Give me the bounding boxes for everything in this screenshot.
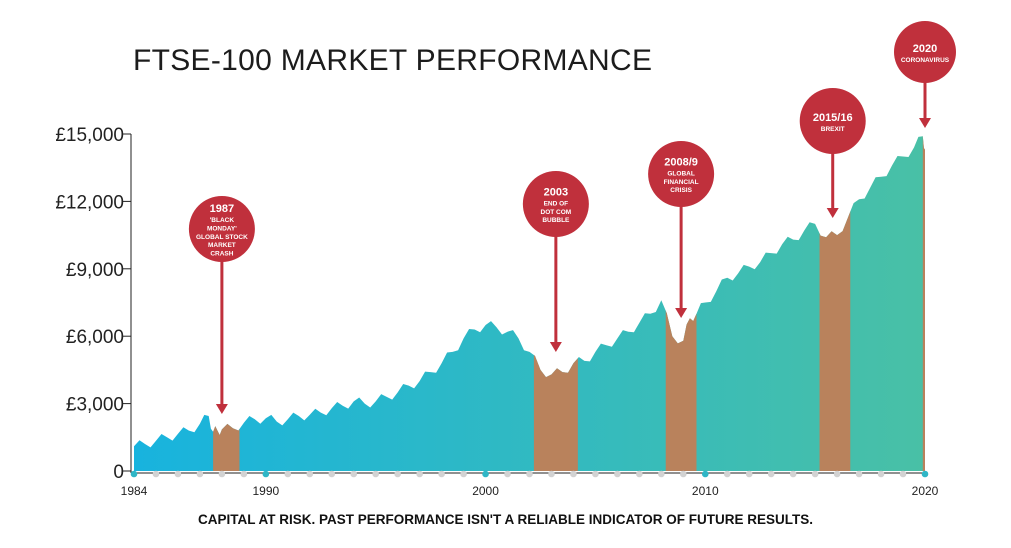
y-tick-label: £15,000 bbox=[55, 125, 124, 146]
x-tick-dot bbox=[372, 470, 379, 478]
event-marker-2020: 2020 CORONAVIRUS bbox=[894, 21, 956, 128]
x-tick-dot bbox=[416, 470, 423, 478]
x-tick-dot bbox=[833, 470, 841, 478]
x-tick-dot bbox=[438, 470, 445, 478]
event-title: 2003 bbox=[544, 186, 568, 198]
x-tick-label: 1990 bbox=[252, 484, 279, 498]
event-title: 1987 bbox=[210, 203, 234, 215]
x-tick-dot bbox=[196, 470, 204, 478]
event-title: 2015/16 bbox=[813, 112, 853, 124]
x-tick-dot bbox=[350, 470, 358, 478]
x-tick-dot bbox=[723, 470, 731, 478]
event-arrow-head bbox=[215, 404, 228, 414]
crash-period-0 bbox=[213, 136, 240, 471]
x-tick-dot-major bbox=[482, 470, 489, 478]
x-tick-dot bbox=[855, 470, 863, 478]
x-tick-dot bbox=[680, 470, 687, 478]
x-tick-dot bbox=[152, 470, 160, 478]
event-circle bbox=[648, 141, 715, 207]
event-circle bbox=[522, 171, 589, 237]
event-marker-2015-16: 2015/16 BREXIT bbox=[799, 88, 866, 218]
x-tick-dot bbox=[636, 470, 643, 478]
event-circle bbox=[188, 196, 255, 262]
x-tick-dot bbox=[504, 470, 511, 478]
event-title: 2020 bbox=[913, 43, 937, 55]
x-tick-label: 1984 bbox=[121, 484, 148, 498]
event-desc-line: BREXIT bbox=[821, 126, 845, 133]
crash-period-3 bbox=[819, 136, 851, 471]
x-tick-dot bbox=[899, 470, 907, 478]
event-arrow-head bbox=[919, 118, 931, 128]
x-tick-dot bbox=[811, 470, 819, 478]
y-tick-label: £3,000 bbox=[66, 395, 124, 416]
event-desc-line: MONDAY' bbox=[207, 225, 237, 232]
x-tick-dot bbox=[614, 470, 621, 478]
x-tick-label: 2010 bbox=[692, 484, 719, 498]
x-tick-dot-major bbox=[921, 470, 929, 478]
disclaimer-text: CAPITAL AT RISK. PAST PERFORMANCE ISN'T … bbox=[198, 512, 813, 527]
y-tick-label: £12,000 bbox=[55, 192, 124, 213]
event-arrow-head bbox=[826, 208, 839, 218]
x-tick-dot bbox=[240, 470, 248, 478]
y-tick-label: £6,000 bbox=[66, 327, 124, 348]
x-tick-dot bbox=[789, 470, 797, 478]
x-tick-dot bbox=[767, 470, 775, 478]
x-tick-dot bbox=[306, 470, 314, 478]
x-tick-dot-major bbox=[262, 470, 270, 478]
event-circle bbox=[799, 88, 866, 154]
x-tick-dot bbox=[745, 470, 753, 478]
event-desc-line: DOT COM bbox=[541, 209, 572, 216]
x-tick-dot bbox=[548, 470, 555, 478]
event-desc-line: GLOBAL STOCK bbox=[196, 234, 248, 241]
event-desc-line: CRISIS bbox=[670, 187, 692, 194]
x-tick-dot bbox=[284, 470, 292, 478]
x-tick-label: 2000 bbox=[472, 484, 499, 498]
x-tick-dot bbox=[174, 470, 182, 478]
x-tick-dot bbox=[218, 470, 226, 478]
event-desc-line: FINANCIAL bbox=[664, 179, 699, 186]
event-arrow-head bbox=[549, 342, 562, 352]
event-circle bbox=[894, 21, 956, 83]
x-tick-dot bbox=[570, 470, 577, 478]
event-desc-line: 'BLACK bbox=[210, 217, 235, 224]
x-tick-dot bbox=[460, 470, 467, 478]
event-desc-line: GLOBAL bbox=[667, 170, 694, 177]
chart-title: FTSE-100 MARKET PERFORMANCE bbox=[133, 44, 653, 77]
x-tick-dot bbox=[658, 470, 665, 478]
event-title: 2008/9 bbox=[664, 156, 698, 168]
crash-period-4 bbox=[922, 136, 925, 471]
x-tick-dot-major bbox=[130, 470, 138, 478]
x-tick-dot-major bbox=[701, 470, 709, 478]
area-series bbox=[134, 136, 925, 471]
event-arrow-head bbox=[675, 308, 688, 318]
x-tick-dot bbox=[394, 470, 401, 478]
x-tick-label: 2020 bbox=[912, 484, 939, 498]
event-desc-line: CORONAVIRUS bbox=[901, 57, 950, 64]
event-desc-line: MARKET bbox=[208, 242, 236, 249]
event-desc-line: BUBBLE bbox=[542, 217, 570, 224]
y-tick-label: £9,000 bbox=[66, 260, 124, 281]
event-desc-line: END OF bbox=[544, 200, 569, 207]
x-tick-dot bbox=[877, 470, 885, 478]
x-tick-dot bbox=[328, 470, 336, 478]
x-tick-dot bbox=[592, 470, 599, 478]
x-tick-dot bbox=[526, 470, 533, 478]
y-tick-label: 0 bbox=[113, 462, 124, 483]
event-desc-line: CRASH bbox=[210, 251, 233, 258]
